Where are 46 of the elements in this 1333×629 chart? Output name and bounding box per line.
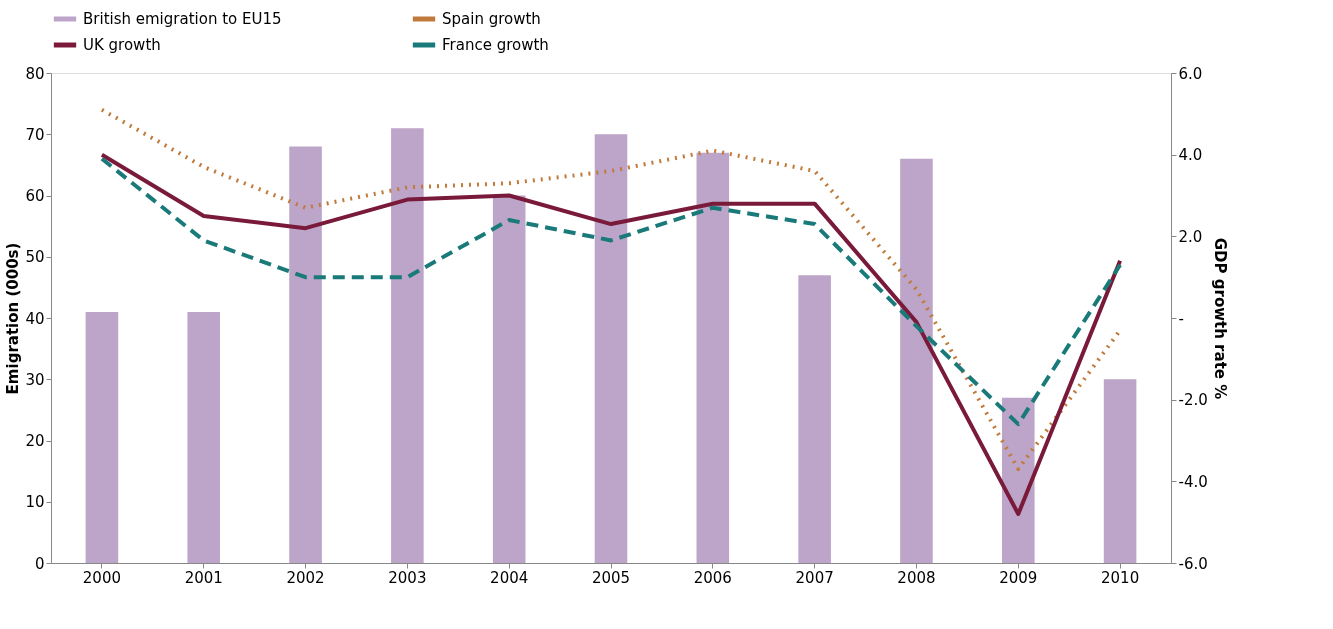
y-tick-label: 50 — [25, 248, 45, 267]
y-tick-label: 60 — [25, 187, 45, 205]
bar — [798, 275, 831, 563]
y2-tick-label: 2.0 — [1178, 227, 1203, 246]
legend-label: UK growth — [83, 36, 161, 54]
y-tick-label: 20 — [25, 432, 45, 450]
y-tick-label: 10 — [25, 493, 45, 512]
legend-label: Spain growth — [442, 10, 541, 28]
bar — [391, 128, 424, 563]
bar — [696, 152, 730, 563]
x-tick-label: 2002 — [286, 568, 325, 587]
x-tick-label: 2010 — [1101, 568, 1140, 587]
bar — [1103, 379, 1137, 563]
bar — [594, 134, 628, 563]
x-tick-label: 2003 — [388, 568, 427, 587]
x-tick-label: 2005 — [591, 568, 631, 587]
bar — [492, 195, 526, 563]
y2-tick-label: -2.0 — [1178, 391, 1208, 410]
x-tick-label: 2000 — [82, 568, 121, 587]
x-tick-label: 2009 — [999, 568, 1038, 587]
y2-tick-label: - — [1178, 309, 1184, 328]
x-tick-label: 2004 — [490, 568, 529, 587]
legend-label: British emigration to EU15 — [83, 10, 282, 28]
legend-label: France growth — [442, 36, 549, 54]
bar — [289, 146, 322, 563]
x-tick-label: 2008 — [897, 568, 936, 587]
line-series — [99, 152, 1123, 516]
bar — [85, 311, 119, 563]
line-series — [99, 156, 1123, 427]
x-tick-label: 2006 — [693, 568, 732, 587]
x-tick-label: 2007 — [795, 568, 834, 587]
y2-tick-label: -6.0 — [1178, 554, 1208, 573]
bar — [1001, 397, 1035, 563]
y-axis-title: Emigration (000s) — [4, 242, 23, 395]
y-tick-label: 30 — [25, 370, 45, 389]
x-tick-label: 2001 — [184, 568, 223, 587]
y-tick-label: 80 — [25, 64, 45, 83]
bar — [187, 311, 221, 563]
y2-axis-title: GDP growth rate % — [1210, 237, 1229, 400]
y-tick-label: 70 — [25, 125, 45, 144]
y-tick-label: 40 — [25, 309, 45, 328]
bar — [900, 158, 933, 563]
y2-tick-label: 4.0 — [1178, 146, 1203, 165]
y-tick-label: 0 — [34, 554, 45, 573]
y2-tick-label: -4.0 — [1178, 472, 1208, 491]
y2-tick-label: 6.0 — [1178, 64, 1203, 83]
